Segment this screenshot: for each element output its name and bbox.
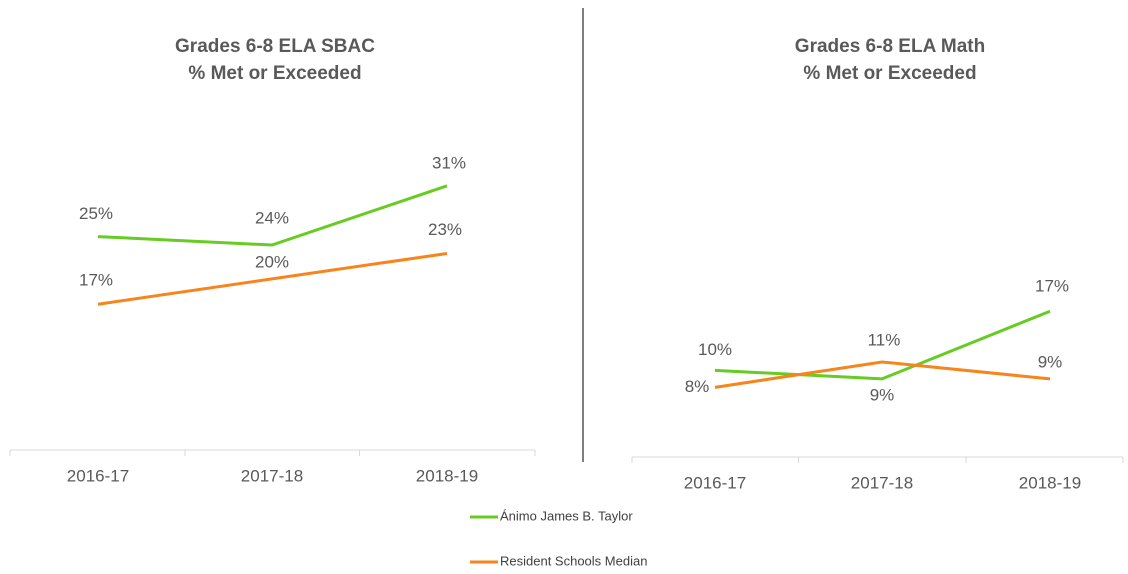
chart-title: Grades 6-8 ELA Math <box>795 36 985 57</box>
chart-subtitle: % Met or Exceeded <box>803 63 976 84</box>
data-label: 20% <box>255 252 289 271</box>
data-label: 9% <box>1038 352 1063 371</box>
data-label: 17% <box>1035 277 1069 296</box>
series-line <box>714 360 1051 389</box>
x-tick-label: 2016-17 <box>684 473 746 492</box>
data-label: 9% <box>870 385 895 404</box>
data-label: 11% <box>868 330 901 349</box>
data-label: 8% <box>685 377 710 396</box>
data-label: 25% <box>79 204 113 223</box>
data-label: 10% <box>698 340 732 359</box>
legend-label: Ánimo James B. Taylor <box>500 508 633 523</box>
x-tick-label: 2018-19 <box>416 466 478 485</box>
series-line <box>714 309 1051 381</box>
data-label: 17% <box>79 271 113 290</box>
series-line <box>97 184 448 247</box>
chart-subtitle: % Met or Exceeded <box>188 63 361 84</box>
x-tick-label: 2017-18 <box>241 466 303 485</box>
x-tick-label: 2017-18 <box>851 473 913 492</box>
series-line <box>97 252 448 306</box>
chart-title: Grades 6-8 ELA SBAC <box>175 36 375 57</box>
x-tick-label: 2016-17 <box>67 466 129 485</box>
legend-label: Resident Schools Median <box>500 553 647 568</box>
data-label: 24% <box>255 209 289 228</box>
data-label: 23% <box>428 220 462 239</box>
x-tick-label: 2018-19 <box>1019 473 1081 492</box>
data-label: 31% <box>432 153 466 172</box>
